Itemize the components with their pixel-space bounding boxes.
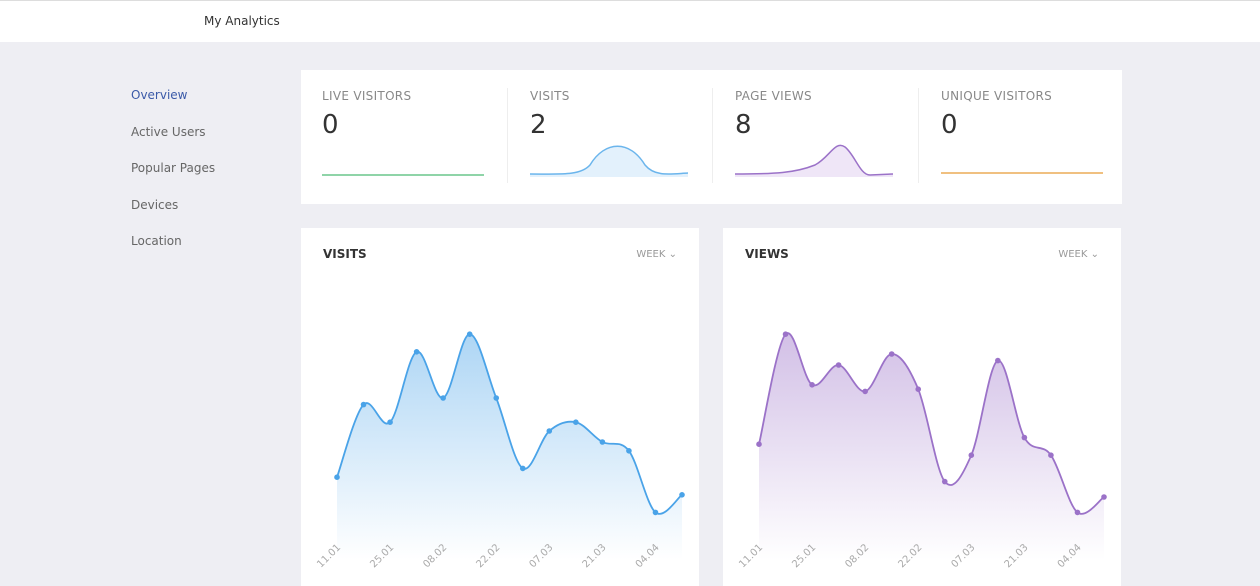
stat-value: 8 xyxy=(735,110,752,140)
point xyxy=(809,382,815,388)
point xyxy=(387,419,393,425)
point xyxy=(466,331,473,337)
chart-title: VISITS xyxy=(323,247,367,261)
chart-title: VIEWS xyxy=(745,247,789,261)
point xyxy=(413,349,420,355)
point xyxy=(599,439,606,445)
sparkline xyxy=(735,144,894,177)
separator xyxy=(918,88,919,183)
stat-label: VISITS xyxy=(530,89,570,103)
period-select[interactable]: WEEK ⌄ xyxy=(636,249,677,260)
stat-value: 0 xyxy=(941,110,958,140)
stat: UNIQUE VISITORS 0 xyxy=(920,70,1125,204)
stat-label: PAGE VIEWS xyxy=(735,89,812,103)
point xyxy=(968,452,975,458)
sparkline xyxy=(941,172,1103,174)
point xyxy=(915,386,922,392)
stat: PAGE VIEWS 8 xyxy=(714,70,919,204)
nav-item[interactable]: Overview xyxy=(131,88,188,102)
sidebar: Overview Active Users Popular Pages Devi… xyxy=(131,88,215,271)
nav-item[interactable]: Active Users xyxy=(131,124,206,139)
nav-item[interactable]: Popular Pages xyxy=(131,161,216,176)
point xyxy=(782,331,789,337)
point xyxy=(756,441,762,447)
point xyxy=(493,395,500,401)
app-title: My Analytics xyxy=(204,14,280,28)
point xyxy=(888,351,895,357)
sparkline xyxy=(530,145,689,177)
period-label: WEEK xyxy=(1058,249,1088,260)
point xyxy=(1048,452,1054,458)
stat-label: LIVE VISITORS xyxy=(322,89,412,103)
chart-card: VISITS WEEK ⌄ 11.01 25.01 08.02 22.02 07.03 2… xyxy=(301,228,699,586)
nav-item[interactable]: Location xyxy=(131,234,182,249)
separator xyxy=(507,88,508,183)
point xyxy=(334,474,340,480)
sparkline xyxy=(322,174,484,176)
point xyxy=(679,492,685,498)
point xyxy=(835,362,842,368)
point xyxy=(626,448,632,454)
point xyxy=(1074,509,1081,516)
stats-card: LIVE VISITORS 0 VISITS 2 PAGE VIEWS 8 UN… xyxy=(301,70,1122,204)
point xyxy=(519,465,526,472)
point xyxy=(546,428,553,434)
point xyxy=(1021,434,1028,441)
line xyxy=(336,333,683,515)
area xyxy=(337,334,682,560)
period-label: WEEK xyxy=(636,249,666,260)
stat: VISITS 2 xyxy=(509,70,714,204)
point xyxy=(440,395,446,401)
nav-item[interactable]: Devices xyxy=(131,197,179,212)
stat-label: UNIQUE VISITORS xyxy=(941,89,1053,103)
point xyxy=(995,357,1001,364)
stat-value: 2 xyxy=(530,110,547,140)
header: My Analytics xyxy=(0,0,1260,42)
chart: 11.01 25.01 08.02 22.02 07.03 21.03 04.04 xyxy=(737,331,1107,570)
point xyxy=(652,509,659,516)
point xyxy=(360,401,367,408)
area xyxy=(759,333,1104,560)
stat: LIVE VISITORS 0 xyxy=(301,70,506,204)
chart: 11.01 25.01 08.02 22.02 07.03 21.03 04.04 xyxy=(315,331,685,570)
point xyxy=(941,478,948,485)
stat-value: 0 xyxy=(322,110,339,140)
point xyxy=(573,419,579,425)
separator xyxy=(712,88,713,183)
chart-card: VIEWS WEEK ⌄ 11.01 25.01 08.02 22.02 07.03 21… xyxy=(723,228,1121,586)
point xyxy=(1101,494,1107,500)
point xyxy=(862,388,868,395)
period-select[interactable]: WEEK ⌄ xyxy=(1058,249,1099,260)
